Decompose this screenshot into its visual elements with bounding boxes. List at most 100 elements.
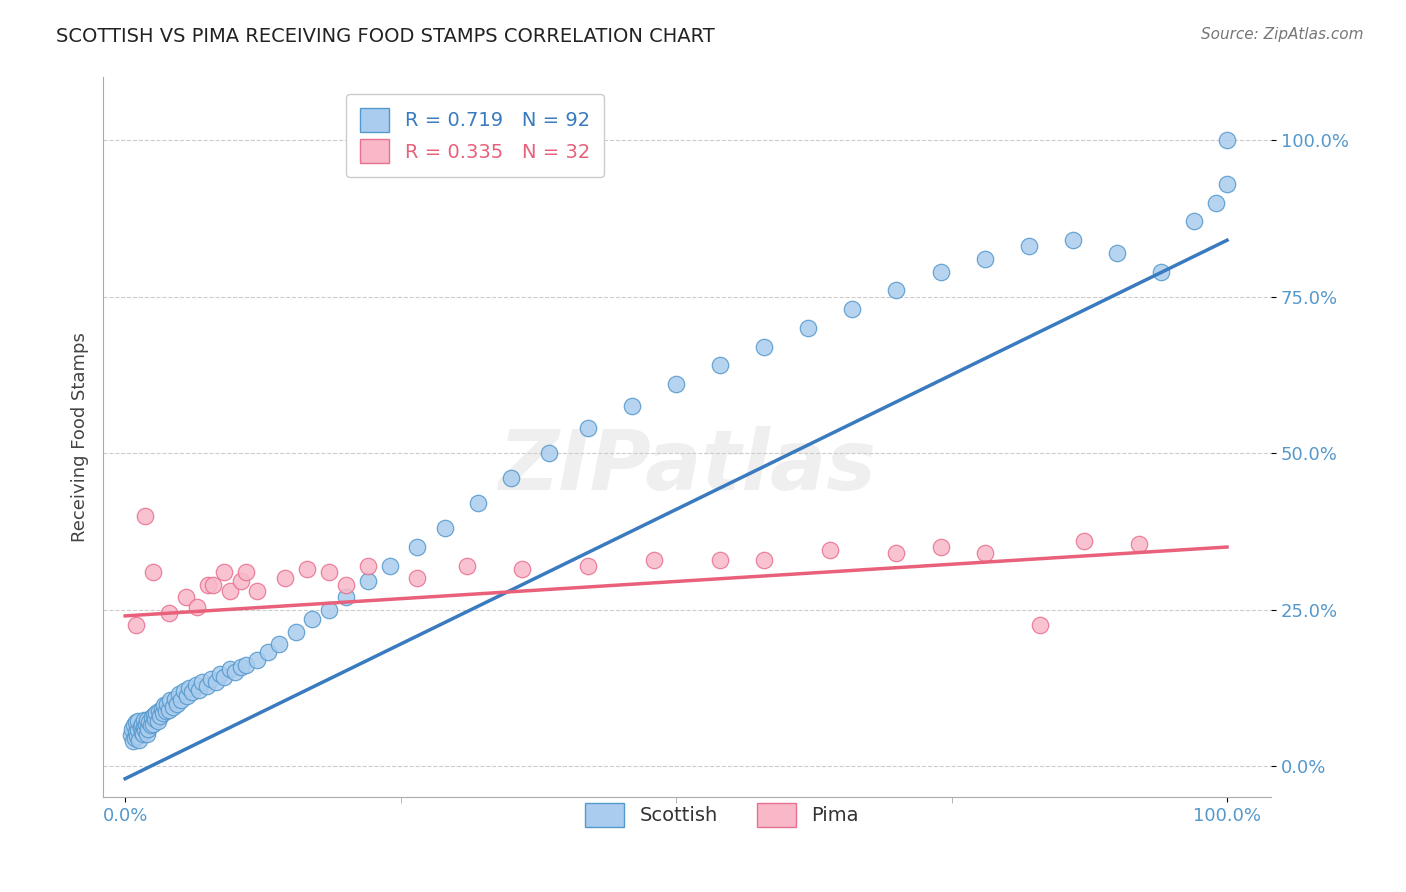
Point [820,543,842,558]
Point [229,574,252,589]
Point [156,697,179,711]
Point [433,521,456,535]
Point [122,734,145,748]
Point [136,714,159,728]
Point [499,471,522,485]
Point [1028,618,1050,632]
Point [214,670,236,684]
Point [797,321,820,335]
Point [152,706,174,720]
Point [131,724,153,739]
Point [378,558,401,573]
Point [157,606,180,620]
Point [142,707,165,722]
Point [132,720,155,734]
Point [136,726,159,740]
Point [167,687,190,701]
Point [141,710,163,724]
Point [186,599,208,614]
Point [235,657,257,672]
Point [886,546,908,560]
Point [197,577,219,591]
Text: SCOTTISH VS PIMA RECEIVING FOOD STAMPS CORRELATION CHART: SCOTTISH VS PIMA RECEIVING FOOD STAMPS C… [56,27,716,45]
Point [152,698,174,712]
Point [269,637,291,651]
Point [576,558,599,573]
Point [127,714,149,728]
Point [621,399,644,413]
Point [150,701,173,715]
Point [284,624,307,639]
Point [1073,533,1095,548]
Point [157,703,180,717]
Point [143,712,166,726]
Point [406,571,429,585]
Point [1205,195,1227,210]
Point [274,571,297,585]
Point [125,715,148,730]
Point [204,674,226,689]
Point [129,720,152,734]
Point [456,558,478,573]
Point [318,602,340,616]
Point [184,678,207,692]
Point [643,552,665,566]
Point [510,562,533,576]
Point [125,618,148,632]
Point [1216,177,1239,191]
Point [301,612,323,626]
Point [246,583,269,598]
Point [1128,537,1150,551]
Point [335,590,357,604]
Point [335,577,357,591]
Point [181,685,204,699]
Point [145,706,167,720]
Point [177,681,200,695]
Point [127,723,149,737]
Point [1216,133,1239,147]
Point [125,724,148,739]
Text: Source: ZipAtlas.com: Source: ZipAtlas.com [1201,27,1364,42]
Point [709,552,731,566]
Point [208,666,231,681]
Point [224,665,246,680]
Point [295,562,318,576]
Point [973,546,995,560]
Point [1105,245,1128,260]
Point [188,682,211,697]
Point [120,728,142,742]
Point [174,590,197,604]
Point [214,565,236,579]
Point [754,552,776,566]
Y-axis label: Receiving Food Stamps: Receiving Food Stamps [72,333,89,542]
Point [754,340,776,354]
Point [246,653,269,667]
Point [538,446,561,460]
Point [121,722,143,736]
Point [576,421,599,435]
Point [356,574,378,589]
Point [200,672,222,686]
Point [886,283,908,297]
Point [132,726,155,740]
Point [142,565,165,579]
Point [149,709,172,723]
Point [173,684,195,698]
Legend: Scottish, Pima: Scottish, Pima [578,796,866,835]
Text: ZIPatlas: ZIPatlas [498,425,876,507]
Point [235,565,257,579]
Point [406,540,429,554]
Point [202,577,225,591]
Point [138,715,160,730]
Point [1062,233,1084,247]
Point [124,731,146,745]
Point [139,718,162,732]
Point [195,679,218,693]
Point [1182,214,1205,228]
Point [929,264,952,278]
Point [142,716,165,731]
Point [218,662,240,676]
Point [1150,264,1173,278]
Point [159,693,181,707]
Point [134,508,156,523]
